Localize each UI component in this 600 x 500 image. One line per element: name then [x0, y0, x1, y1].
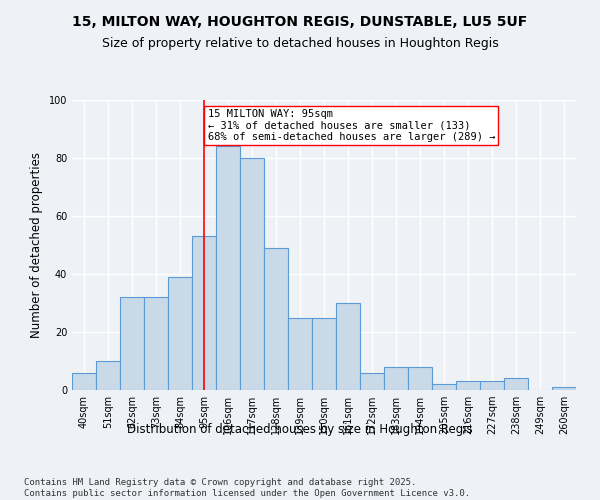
Text: 15, MILTON WAY, HOUGHTON REGIS, DUNSTABLE, LU5 5UF: 15, MILTON WAY, HOUGHTON REGIS, DUNSTABL…	[73, 15, 527, 29]
Bar	[312, 318, 336, 390]
Bar	[168, 277, 192, 390]
Bar	[360, 372, 384, 390]
Bar	[456, 382, 480, 390]
Bar	[432, 384, 456, 390]
Bar	[264, 248, 288, 390]
Bar	[216, 146, 240, 390]
Bar	[384, 367, 408, 390]
Text: Size of property relative to detached houses in Houghton Regis: Size of property relative to detached ho…	[101, 38, 499, 51]
Bar	[504, 378, 528, 390]
Bar	[552, 387, 576, 390]
Bar	[288, 318, 312, 390]
Bar	[144, 297, 168, 390]
Bar	[120, 297, 144, 390]
Bar	[192, 236, 216, 390]
Y-axis label: Number of detached properties: Number of detached properties	[30, 152, 43, 338]
Bar	[72, 372, 96, 390]
Bar	[408, 367, 432, 390]
Text: Contains HM Land Registry data © Crown copyright and database right 2025.
Contai: Contains HM Land Registry data © Crown c…	[24, 478, 470, 498]
Text: Distribution of detached houses by size in Houghton Regis: Distribution of detached houses by size …	[127, 422, 473, 436]
Bar	[96, 361, 120, 390]
Bar	[240, 158, 264, 390]
Bar	[336, 303, 360, 390]
Text: 15 MILTON WAY: 95sqm
← 31% of detached houses are smaller (133)
68% of semi-deta: 15 MILTON WAY: 95sqm ← 31% of detached h…	[208, 108, 495, 142]
Bar	[480, 382, 504, 390]
